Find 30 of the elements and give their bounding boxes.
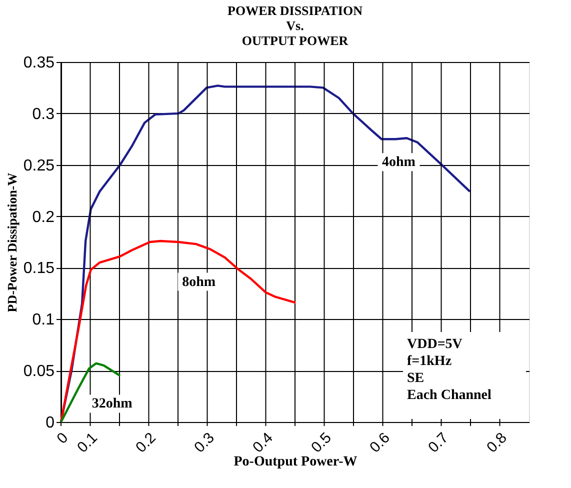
y-tick-label: 0.15	[23, 260, 55, 278]
x-tick-label: 0	[54, 429, 72, 448]
annotation: f=1kHz	[407, 354, 452, 369]
series-label: 4ohm	[382, 155, 416, 170]
line-series	[60, 240, 297, 424]
annotation: Each Channel	[407, 388, 492, 403]
series-label: 32ohm	[92, 396, 133, 412]
annotation: VDD=5V	[407, 337, 462, 352]
text: Vs.	[286, 18, 304, 33]
x-axis-title: Po-Output Power-W	[234, 454, 358, 470]
annotation: SE	[407, 371, 424, 386]
y-axis-title: PD-Power Dissipation-W	[4, 172, 20, 312]
x-tick-label: 0.4	[250, 429, 276, 456]
x-tick-label: 0.6	[366, 429, 394, 456]
y-tick-label: 0	[46, 414, 55, 432]
y-tick-label: 0.1	[32, 312, 55, 329]
text: POWER DISSIPATION	[228, 3, 362, 18]
x-tick-label: 0.2	[132, 429, 160, 456]
y-tick-label: 0.2	[32, 208, 55, 226]
y-tick-label: 0.3	[32, 106, 55, 123]
text: OUTPUT POWER	[242, 33, 348, 48]
x-tick-label: 0.1	[74, 429, 101, 456]
y-tick-label: 0.35	[23, 54, 55, 72]
y-tick-label: 0.05	[23, 363, 55, 380]
x-tick-label: 0.3	[191, 429, 218, 456]
y-tick-label: 0.25	[23, 157, 55, 174]
x-tick-label: 0.7	[425, 429, 452, 456]
x-tick-label: 0.5	[308, 429, 335, 456]
series-label: 8ohm	[182, 274, 216, 290]
x-tick-label: 0.8	[484, 429, 510, 456]
